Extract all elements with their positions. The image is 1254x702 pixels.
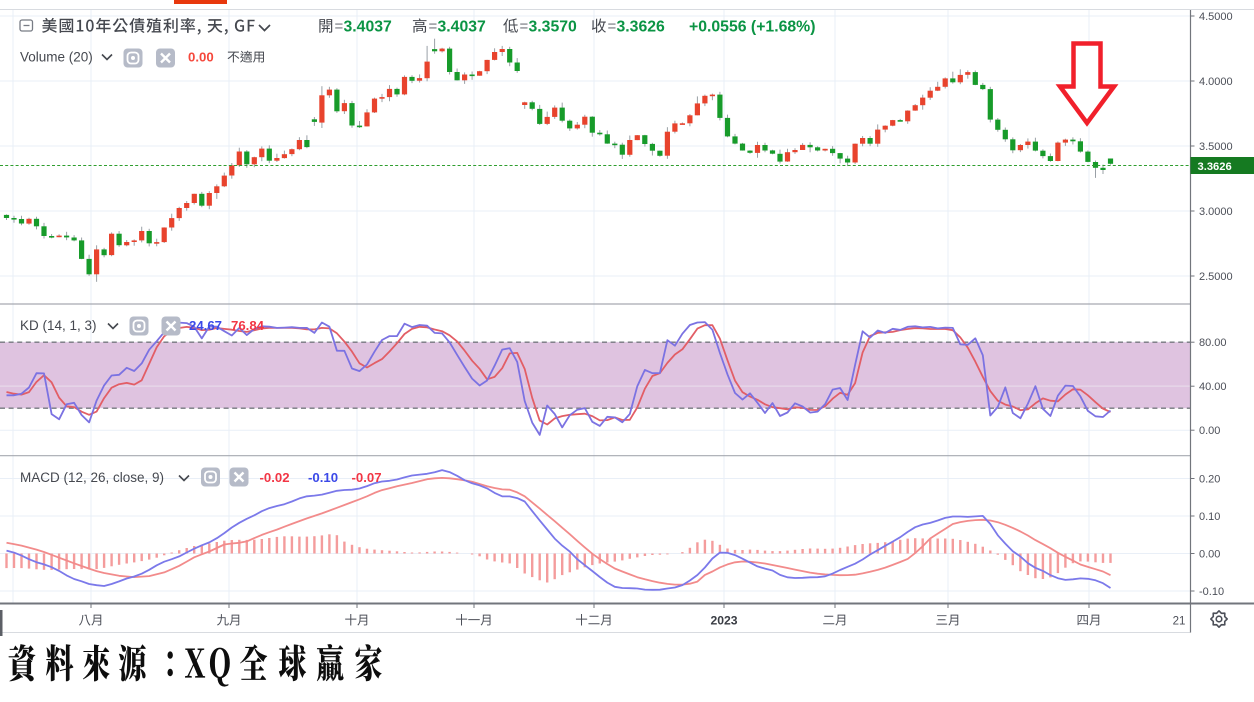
- svg-text:-0.10: -0.10: [1199, 586, 1224, 598]
- svg-text:0.20: 0.20: [1199, 474, 1220, 486]
- svg-text:KD (14, 1, 3): KD (14, 1, 3): [20, 318, 97, 333]
- svg-text:3.5000: 3.5000: [1199, 141, 1233, 153]
- svg-text:0.10: 0.10: [1199, 511, 1220, 523]
- svg-text:=: =: [520, 18, 529, 35]
- svg-text:21: 21: [1173, 616, 1186, 628]
- svg-text:-0.07: -0.07: [352, 470, 382, 485]
- svg-text:-0.02: -0.02: [260, 470, 290, 485]
- svg-text:4.5000: 4.5000: [1199, 11, 1233, 23]
- svg-text:2.5000: 2.5000: [1199, 271, 1233, 283]
- svg-text:80.00: 80.00: [1199, 337, 1227, 349]
- svg-text:3.0000: 3.0000: [1199, 206, 1233, 218]
- svg-text:0.00: 0.00: [188, 50, 214, 65]
- svg-text:0.00: 0.00: [1199, 425, 1220, 437]
- svg-text:-0.10: -0.10: [308, 470, 338, 485]
- svg-text:3.3570: 3.3570: [529, 19, 578, 36]
- svg-text:76.84: 76.84: [231, 318, 265, 333]
- svg-text:40.00: 40.00: [1199, 381, 1227, 393]
- svg-text:+0.0556 (+1.68%): +0.0556 (+1.68%): [689, 19, 815, 36]
- svg-text:2023: 2023: [710, 614, 737, 628]
- svg-text:3.4037: 3.4037: [438, 19, 487, 36]
- svg-text:4.0000: 4.0000: [1199, 76, 1233, 88]
- svg-text:=: =: [429, 18, 438, 35]
- svg-text:=: =: [608, 18, 617, 35]
- svg-text:Volume (20): Volume (20): [20, 50, 93, 65]
- svg-text:=: =: [335, 18, 344, 35]
- svg-text:24.67: 24.67: [189, 318, 222, 333]
- svg-text:3.3626: 3.3626: [617, 19, 666, 36]
- svg-text:3.3626: 3.3626: [1198, 161, 1232, 173]
- svg-text:3.4037: 3.4037: [344, 19, 393, 36]
- svg-text:MACD (12, 26, close, 9): MACD (12, 26, close, 9): [20, 470, 164, 485]
- svg-text:0.00: 0.00: [1199, 549, 1220, 561]
